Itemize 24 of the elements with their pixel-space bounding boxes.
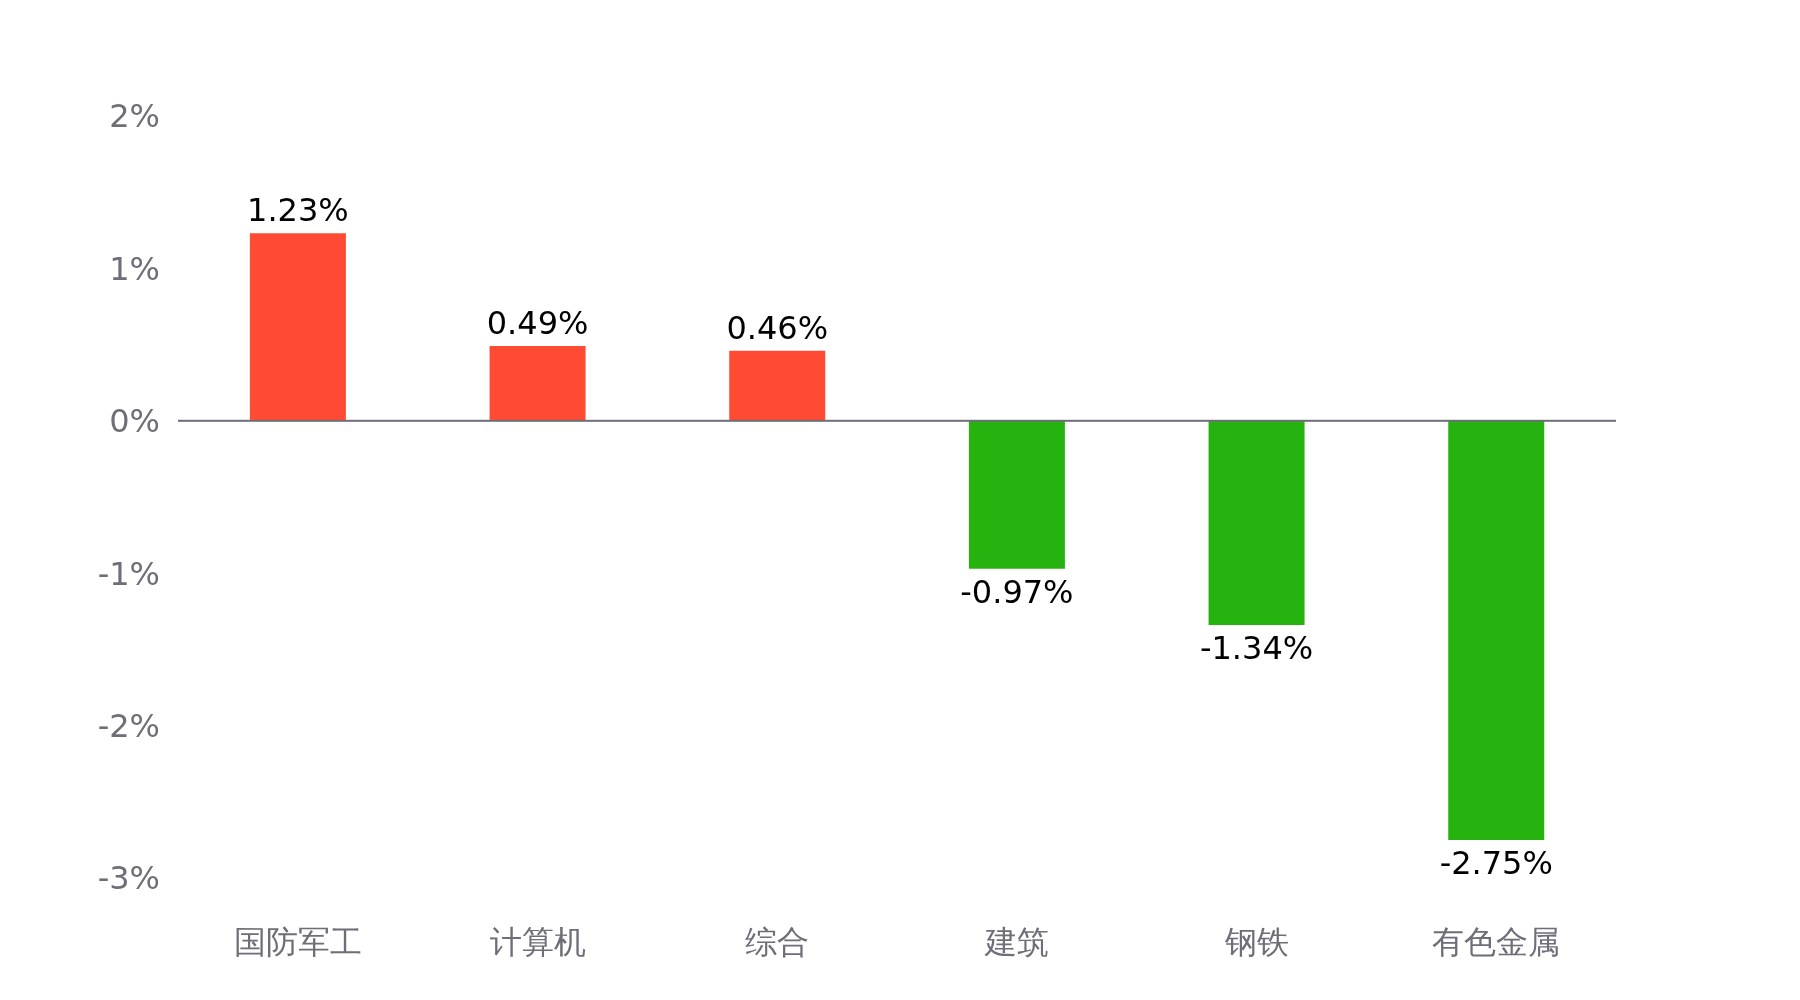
data-label: 0.49% (486, 304, 589, 343)
x-tick-label: 计算机 (489, 922, 586, 961)
bar (1208, 420, 1305, 626)
y-tick-label: -3% (97, 859, 160, 898)
data-label: -0.97% (960, 572, 1074, 611)
bar (968, 420, 1065, 569)
bar (1448, 420, 1545, 840)
bar (489, 346, 586, 421)
bar (729, 350, 826, 421)
x-tick-label: 钢铁 (1223, 922, 1289, 961)
data-label: 0.46% (726, 308, 829, 347)
x-tick-label: 综合 (745, 922, 810, 961)
y-tick-label: 2% (109, 97, 160, 136)
bar (249, 233, 346, 421)
y-tick-label: -2% (97, 706, 160, 745)
x-tick-label: 建筑 (983, 922, 1049, 961)
y-tick-label: 0% (109, 402, 160, 441)
y-tick-label: 1% (109, 249, 160, 288)
data-label: 1.23% (247, 191, 349, 230)
y-tick-label: -1% (97, 554, 160, 593)
x-tick-label: 国防军工 (233, 922, 362, 961)
data-label: -1.34% (1199, 629, 1314, 668)
x-tick-label: 有色金属 (1432, 922, 1561, 961)
data-label: -2.75% (1439, 843, 1553, 882)
